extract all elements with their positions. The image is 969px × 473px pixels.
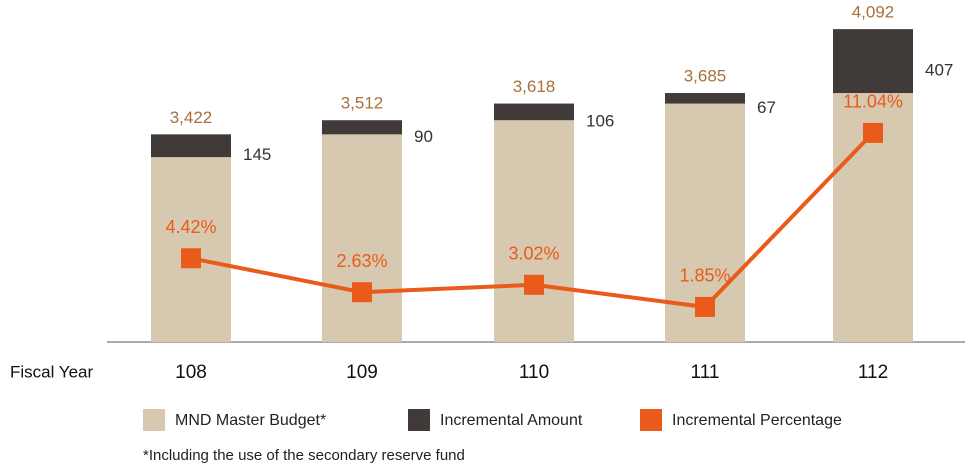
x-tick-label: 111: [691, 362, 720, 383]
base-bar: [494, 120, 574, 343]
legend-swatch: [408, 409, 430, 431]
total-label: 3,512: [341, 94, 384, 113]
legend-label: Incremental Percentage: [672, 412, 842, 429]
legend-swatch: [143, 409, 165, 431]
increment-bar: [833, 29, 913, 94]
increment-bar: [494, 103, 574, 121]
percentage-label: 3.02%: [508, 244, 559, 264]
percentage-marker: [181, 248, 201, 269]
increment-label: 106: [586, 111, 614, 130]
footnote: *Including the use of the secondary rese…: [143, 447, 465, 464]
x-tick-label: 108: [175, 362, 207, 383]
x-tick-label: 110: [519, 362, 549, 383]
x-tick-label: 112: [858, 362, 888, 383]
increment-label: 407: [925, 61, 953, 80]
total-label: 4,092: [852, 3, 895, 22]
increment-label: 67: [757, 98, 776, 117]
x-axis-label: Fiscal Year: [10, 362, 93, 381]
legend-label: Incremental Amount: [440, 412, 583, 429]
increment-bar: [151, 134, 231, 158]
total-label: 3,618: [513, 77, 556, 96]
increment-label: 145: [243, 145, 271, 164]
legend-swatch: [640, 409, 662, 431]
legend-label: MND Master Budget*: [175, 412, 326, 429]
percentage-label: 4.42%: [165, 217, 216, 237]
total-label: 3,422: [170, 108, 213, 127]
percentage-marker: [524, 274, 544, 295]
increment-bar: [322, 120, 402, 135]
percentage-label: 2.63%: [336, 251, 387, 271]
increment-bar: [665, 93, 745, 104]
total-label: 3,685: [684, 67, 727, 86]
base-bar: [322, 134, 402, 342]
percentage-label: 1.85%: [679, 266, 730, 286]
percentage-marker: [352, 282, 372, 303]
percentage-marker: [695, 296, 715, 317]
percentage-marker: [863, 122, 883, 143]
x-tick-label: 109: [346, 362, 378, 383]
percentage-label: 11.04%: [843, 92, 903, 112]
increment-label: 90: [414, 127, 433, 146]
